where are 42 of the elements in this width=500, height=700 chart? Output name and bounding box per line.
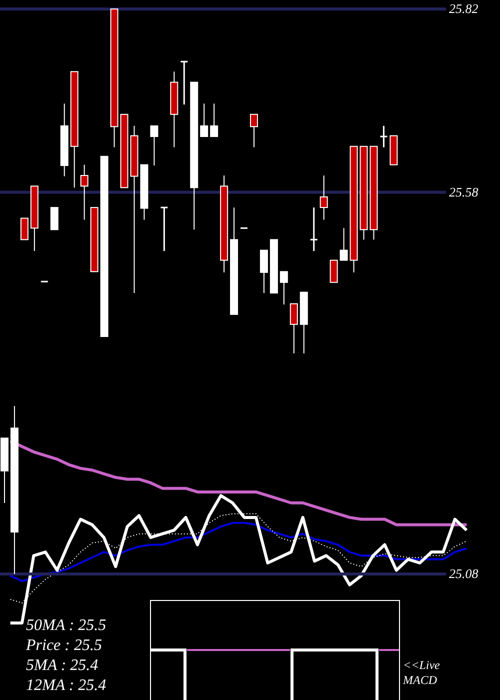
candlestick <box>170 71 178 148</box>
candlestick <box>150 125 158 166</box>
y-tick-label: 25.08 <box>449 566 479 582</box>
candlestick <box>260 250 268 294</box>
candlestick <box>70 71 78 188</box>
candlestick <box>350 146 358 273</box>
candlestick <box>110 8 118 148</box>
candlestick <box>280 271 288 305</box>
candlestick <box>160 206 168 252</box>
candlestick <box>20 218 28 240</box>
candlestick <box>180 60 188 106</box>
candlestick <box>320 174 328 220</box>
text: 12MA : 25.4 <box>26 677 106 694</box>
annotation: 50MA : 25.5 <box>26 617 106 634</box>
candlestick <box>379 125 388 148</box>
candlestick <box>60 103 68 177</box>
candlestick <box>30 186 38 252</box>
text: Price : 25.5 <box>25 637 102 654</box>
candlestick <box>210 103 218 138</box>
candlestick <box>250 114 258 148</box>
candlestick <box>340 228 348 261</box>
candlestick <box>90 207 98 272</box>
candlestick <box>100 156 108 338</box>
text: 5MA : 25.4 <box>26 657 98 674</box>
candlestick <box>220 174 228 273</box>
candlestick <box>10 406 18 574</box>
candlestick <box>330 260 338 283</box>
candlestick <box>50 207 58 230</box>
candlestick <box>80 164 88 220</box>
candlestick <box>310 206 318 252</box>
candlestick <box>0 438 8 504</box>
candlestick <box>190 82 198 230</box>
candlestick <box>140 164 148 220</box>
candlestick <box>270 239 278 294</box>
candlestick <box>390 135 398 166</box>
text: <<Live MACD <box>402 658 441 687</box>
candlestick <box>300 292 308 354</box>
y-tick-label: 25.58 <box>449 184 479 200</box>
candlestick <box>230 207 238 315</box>
candlestick <box>290 303 298 354</box>
candlestick <box>200 103 208 138</box>
y-tick-label: 25.82 <box>449 1 479 16</box>
